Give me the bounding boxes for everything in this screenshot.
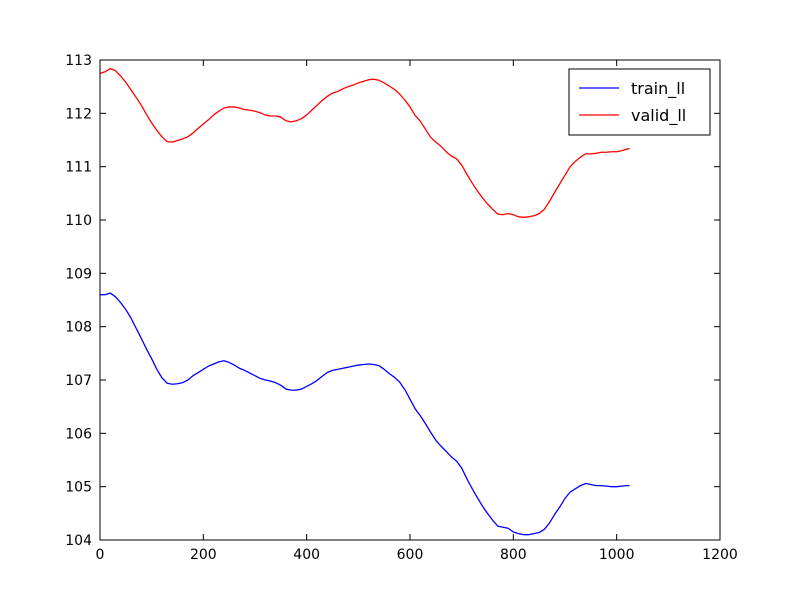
y-tick-label: 107 xyxy=(65,373,92,389)
y-tick-label: 113 xyxy=(65,53,92,69)
y-tick-label: 110 xyxy=(65,213,92,229)
ticks-layer: 0 200 400 600 800 1000 1200 104 105 106 107 108 109 1… xyxy=(65,53,738,563)
legend-label-train-ll: train_ll xyxy=(631,79,685,99)
x-tick-label: 1200 xyxy=(702,547,738,563)
x-tick-label: 600 xyxy=(397,547,424,563)
y-tick-label: 104 xyxy=(65,533,92,549)
x-tick-label: 200 xyxy=(190,547,217,563)
series-layer xyxy=(99,67,630,536)
plot-area-frame xyxy=(99,59,721,541)
x-tick-label: 800 xyxy=(500,547,527,563)
y-tick-label: 112 xyxy=(65,106,92,122)
y-tick-label: 105 xyxy=(65,480,92,496)
y-tick-label: 109 xyxy=(65,266,92,282)
series-line-valid-ll xyxy=(99,67,630,218)
y-tick-label: 106 xyxy=(65,426,92,442)
x-tick-label: 0 xyxy=(96,547,105,563)
legend: train_ll valid_ll xyxy=(568,68,711,136)
y-tick-label: 111 xyxy=(65,160,92,176)
series-line-train-ll xyxy=(100,292,630,536)
x-tick-label: 400 xyxy=(293,547,320,563)
x-tick-label: 1000 xyxy=(599,547,635,563)
legend-label-valid-ll: valid_ll xyxy=(631,106,686,126)
legend-box xyxy=(568,68,711,136)
y-tick-label: 108 xyxy=(65,320,92,336)
